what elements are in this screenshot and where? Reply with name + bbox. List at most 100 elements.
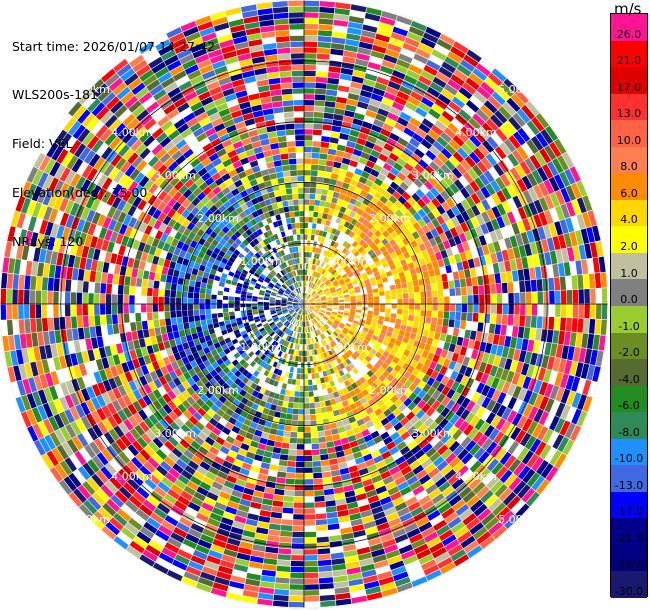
range-gate-cell xyxy=(393,273,400,280)
range-gate-cell xyxy=(317,389,324,396)
range-gate-cell xyxy=(382,221,391,230)
range-gate-cell xyxy=(321,299,327,302)
range-gate-cell xyxy=(376,359,384,366)
range-gate-cell xyxy=(364,580,380,590)
range-gate-cell xyxy=(337,293,344,297)
range-gate-cell xyxy=(59,291,65,304)
range-gate-cell xyxy=(339,304,345,306)
range-gate-cell xyxy=(353,320,359,325)
range-gate-cell xyxy=(206,555,221,565)
range-gate-cell xyxy=(327,447,336,454)
range-gate-cell xyxy=(351,240,359,248)
range-gate-cell xyxy=(529,154,542,170)
range-gate-cell xyxy=(402,309,409,315)
range-gate-cell xyxy=(300,321,303,327)
range-gate-cell xyxy=(492,525,507,540)
range-gate-cell xyxy=(275,362,281,369)
range-gate-cell xyxy=(328,327,334,333)
range-gate-cell xyxy=(437,289,444,297)
range-gate-cell xyxy=(406,528,421,539)
range-gate-cell xyxy=(503,120,517,135)
range-gate-cell xyxy=(374,230,382,238)
range-gate-cell xyxy=(378,382,387,391)
range-gate-cell xyxy=(423,531,439,543)
range-gate-cell xyxy=(320,283,326,289)
range-gate-cell xyxy=(397,346,405,354)
range-gate-cell xyxy=(356,437,366,446)
range-gate-cell xyxy=(394,339,402,347)
range-gate-cell xyxy=(499,82,514,97)
range-gate-cell xyxy=(170,317,177,325)
range-gate-cell xyxy=(369,277,376,283)
range-gate-cell xyxy=(359,224,366,232)
range-gate-cell xyxy=(385,481,397,491)
range-gate-cell xyxy=(473,237,482,248)
range-gate-cell xyxy=(369,390,378,398)
range-gate-cell xyxy=(345,372,352,380)
range-gate-cell xyxy=(387,326,394,333)
range-gate-cell xyxy=(408,374,417,383)
range-gate-cell xyxy=(352,118,363,126)
range-gate-cell xyxy=(533,214,543,228)
range-gate-cell xyxy=(311,229,316,235)
range-gate-cell xyxy=(346,410,354,418)
range-gate-cell xyxy=(409,480,422,491)
range-gate-cell xyxy=(429,81,444,93)
range-gate-cell xyxy=(292,373,297,379)
range-gate-cell xyxy=(319,320,325,326)
range-gate-cell xyxy=(403,304,409,310)
range-gate-cell xyxy=(335,274,342,280)
range-gate-cell xyxy=(165,318,172,326)
range-gate-cell xyxy=(387,43,402,53)
range-gate-cell xyxy=(555,190,566,205)
range-gate-cell xyxy=(444,368,453,378)
range-gate-cell xyxy=(347,501,359,510)
range-gate-cell xyxy=(354,200,362,208)
range-gate-cell xyxy=(358,239,366,246)
range-gate-cell xyxy=(321,306,327,309)
range-gate-cell xyxy=(537,291,544,304)
range-gate-cell xyxy=(366,222,374,230)
range-gate-cell xyxy=(82,292,88,304)
range-gate-cell xyxy=(311,223,317,229)
range-gate-cell xyxy=(280,388,286,395)
range-gate-cell xyxy=(349,311,356,315)
range-gate-cell xyxy=(309,350,313,356)
range-gate-cell xyxy=(318,312,324,317)
range-gate-cell xyxy=(326,337,332,343)
range-gate-cell xyxy=(325,293,332,297)
range-gate-cell xyxy=(345,280,352,285)
range-gate-cell xyxy=(300,374,304,380)
range-gate-cell xyxy=(318,335,323,341)
range-gate-cell xyxy=(400,341,408,349)
range-gate-cell xyxy=(372,205,381,213)
range-gate-cell xyxy=(199,309,206,315)
range-gate-cell xyxy=(548,277,555,291)
range-gate-cell xyxy=(395,283,402,290)
range-gate-cell xyxy=(281,519,293,526)
range-gate-cell xyxy=(431,49,447,61)
range-gate-cell xyxy=(496,345,504,357)
range-gate-cell xyxy=(399,205,408,214)
range-gate-cell xyxy=(484,516,500,531)
range-gate-cell xyxy=(193,304,199,310)
range-gate-cell xyxy=(395,372,403,381)
range-gate-cell xyxy=(305,327,307,333)
range-gate-cell xyxy=(289,366,294,373)
range-gate-cell xyxy=(161,333,169,342)
range-gate-cell xyxy=(199,304,205,310)
range-gate-cell xyxy=(431,124,444,136)
range-gate-cell xyxy=(328,318,334,323)
range-gate-cell xyxy=(467,339,475,349)
range-gate-cell xyxy=(598,256,606,273)
range-gate-cell xyxy=(373,331,380,337)
range-gate-cell xyxy=(402,293,409,299)
range-gate-cell xyxy=(334,586,350,594)
range-gate-cell xyxy=(258,418,267,426)
range-gate-cell xyxy=(316,536,329,543)
range-gate-cell xyxy=(373,39,389,49)
range-gate-cell xyxy=(315,513,327,520)
range-gate-cell xyxy=(43,331,50,346)
range-gate-cell xyxy=(558,358,567,373)
range-gate-cell xyxy=(383,436,393,446)
